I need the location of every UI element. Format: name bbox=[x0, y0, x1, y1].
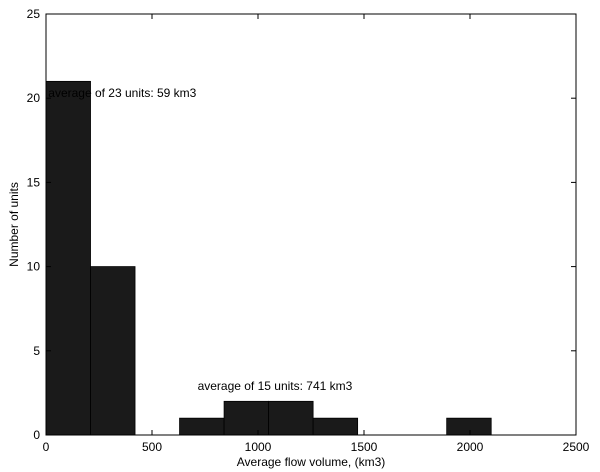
y-axis-label: Number of units bbox=[7, 182, 21, 267]
x-tick-label: 0 bbox=[43, 440, 50, 454]
x-axis-label: Average flow volume, (km3) bbox=[237, 455, 386, 469]
x-tick-label: 1000 bbox=[245, 440, 272, 454]
y-tick-label: 15 bbox=[27, 175, 41, 189]
histogram-bar bbox=[268, 400, 314, 436]
histogram-bar bbox=[90, 266, 136, 436]
y-tick-label: 5 bbox=[33, 344, 40, 358]
y-tick-label: 0 bbox=[33, 428, 40, 442]
y-tick-label: 10 bbox=[27, 260, 41, 274]
histogram-bar bbox=[446, 417, 492, 436]
x-tick-label: 1500 bbox=[351, 440, 378, 454]
histogram-bar bbox=[45, 80, 91, 436]
y-tick-label: 20 bbox=[27, 91, 41, 105]
x-ticks-group: 0 500 1000 1500 2000 2500 bbox=[43, 14, 590, 454]
y-ticks-group: 0 5 10 15 20 25 bbox=[27, 7, 576, 442]
annotation-text: average of 23 units: 59 km3 bbox=[48, 86, 196, 100]
annotations-group: average of 23 units: 59 km3 average of 15… bbox=[48, 86, 352, 393]
annotation-text: average of 15 units: 741 km3 bbox=[198, 379, 353, 393]
plot-frame bbox=[45, 13, 577, 436]
histogram-bar bbox=[223, 400, 270, 436]
histogram-bar bbox=[179, 417, 225, 436]
x-tick-label: 500 bbox=[142, 440, 162, 454]
x-tick-label: 2500 bbox=[563, 440, 590, 454]
bars-group bbox=[45, 80, 492, 436]
x-tick-label: 2000 bbox=[457, 440, 484, 454]
histogram-bar bbox=[312, 417, 359, 436]
y-tick-label: 25 bbox=[27, 7, 41, 21]
